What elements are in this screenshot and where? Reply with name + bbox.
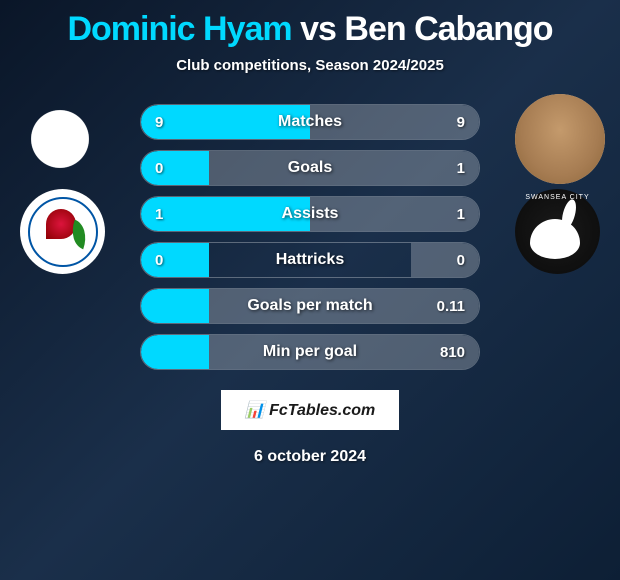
page-title: Dominic Hyam vs Ben Cabango [0,10,620,49]
stats-area: SWANSEA CITY 99Matches 01Goals 11Assists 00… [0,104,620,370]
stat-label: Goals per match [141,297,479,315]
stat-label: Matches [141,113,479,131]
stat-row: 810Min per goal [140,334,480,370]
date-label: 6 october 2024 [0,448,620,466]
rose-icon [46,209,76,239]
swan-neck-icon [559,198,578,230]
stat-row: 00Hattricks [140,242,480,278]
player2-face [515,94,605,184]
vs-text: vs [300,10,336,48]
stat-row: 0.11Goals per match [140,288,480,324]
stat-row: 11Assists [140,196,480,232]
stat-label: Assists [141,205,479,223]
swansea-text: SWANSEA CITY [515,194,600,201]
player2-photo [515,94,605,184]
swan-icon [530,219,580,259]
club-logo-right: SWANSEA CITY [515,189,600,274]
player1-name: Dominic Hyam [67,10,291,48]
club-logo-left [20,189,105,274]
stat-row: 99Matches [140,104,480,140]
stat-label: Goals [141,159,479,177]
brand-badge[interactable]: FcTables.com [221,390,399,430]
stat-label: Min per goal [141,343,479,361]
player2-name: Ben Cabango [344,10,552,48]
player1-photo [15,94,105,184]
comparison-card: Dominic Hyam vs Ben Cabango Club competi… [0,0,620,476]
stat-row: 01Goals [140,150,480,186]
stat-label: Hattricks [141,251,479,269]
subtitle: Club competitions, Season 2024/2025 [0,57,620,74]
